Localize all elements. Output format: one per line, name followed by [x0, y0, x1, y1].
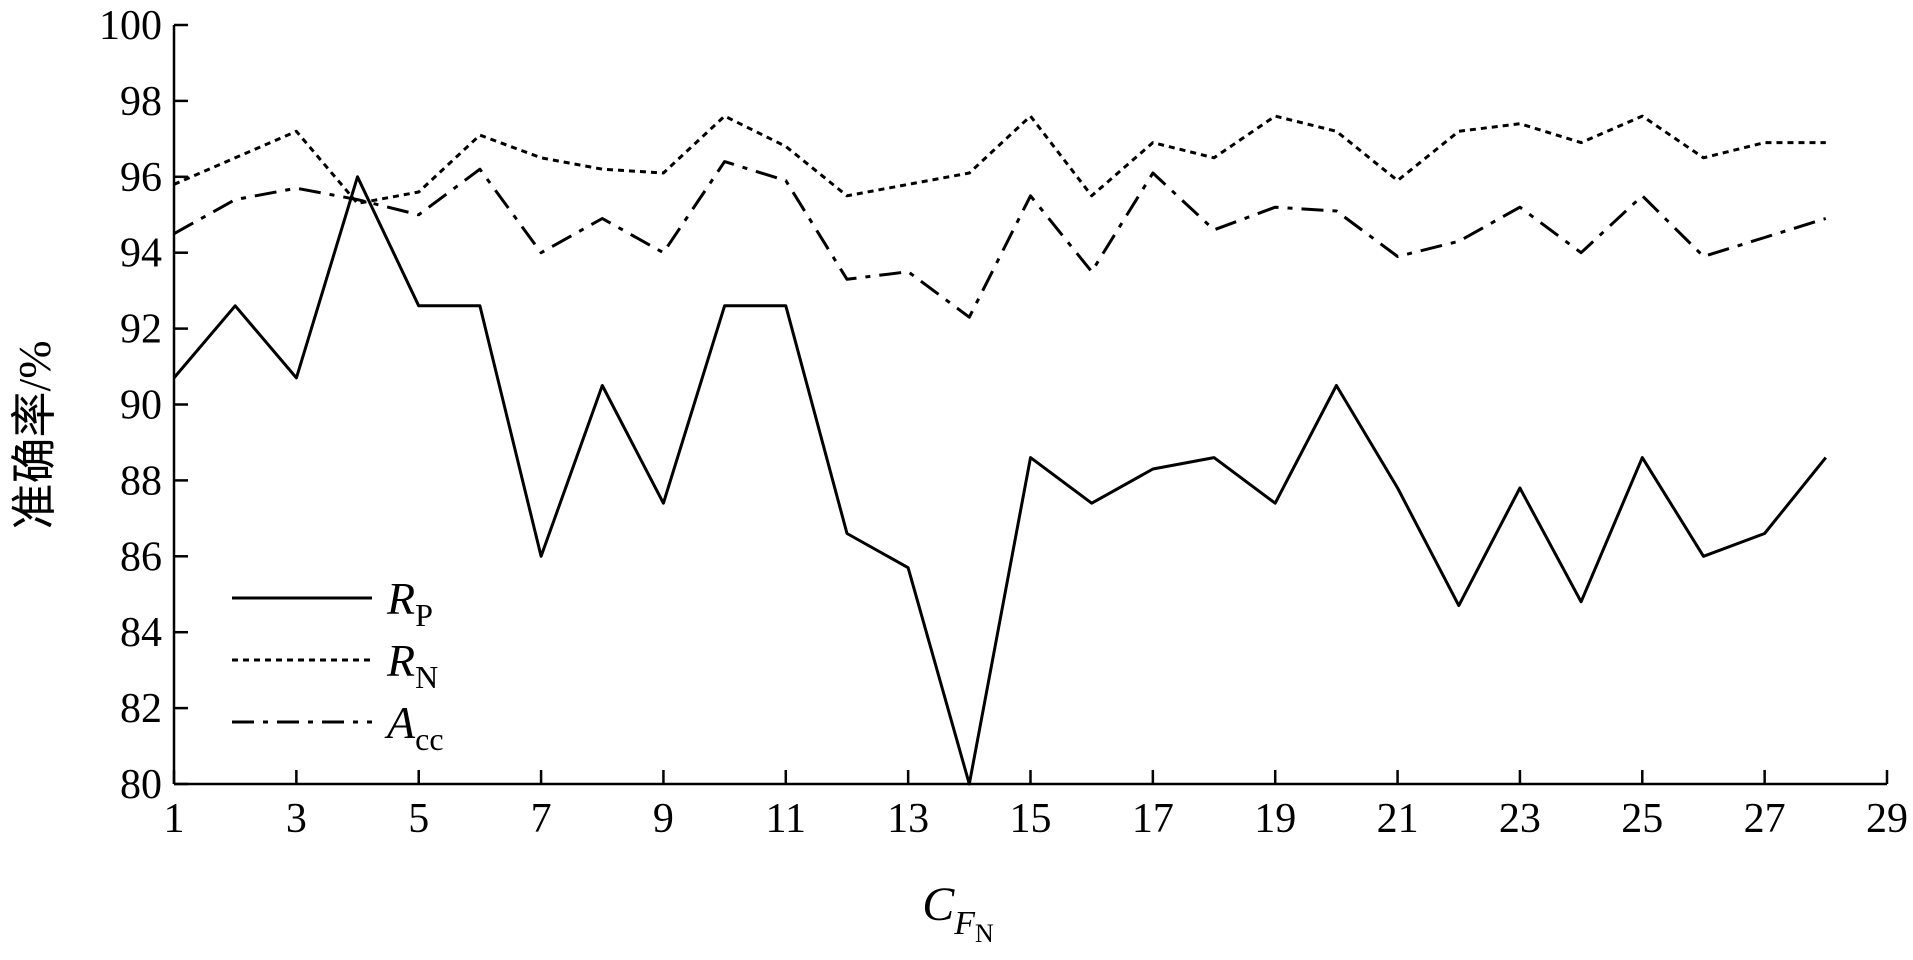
x-tick-label: 1 — [164, 796, 185, 842]
y-tick-label: 96 — [120, 155, 162, 201]
x-tick-label: 25 — [1621, 796, 1663, 842]
x-axis-title-main: C — [922, 878, 955, 931]
y-tick-label: 90 — [120, 383, 162, 429]
y-tick-label: 82 — [120, 686, 162, 732]
y-tick-label: 88 — [120, 458, 162, 504]
y-tick-label: 98 — [120, 79, 162, 125]
x-tick-label: 13 — [887, 796, 929, 842]
series-line-rn — [173, 114, 1826, 205]
y-tick-label: 84 — [120, 610, 162, 656]
x-tick-label: 19 — [1254, 796, 1296, 842]
x-tick-label: 7 — [531, 796, 552, 842]
y-tick-label: 100 — [99, 3, 162, 49]
x-tick-label: 11 — [766, 796, 806, 842]
x-tick-label: 21 — [1377, 796, 1419, 842]
y-tick-label: 86 — [120, 534, 162, 580]
legend-label: RN — [386, 635, 438, 695]
series-lines — [172, 114, 1827, 786]
legend-label: Acc — [384, 697, 444, 757]
x-tick-label: 23 — [1499, 796, 1541, 842]
x-tick-label: 17 — [1132, 796, 1174, 842]
x-ticks: 1 3 5 7 9 11 13 15 17 19 21 23 25 27 29 — [164, 770, 1908, 842]
series-line-rp — [172, 175, 1827, 786]
y-ticks: 80 82 84 86 88 90 92 94 96 98 100 — [99, 3, 188, 808]
x-axis-title-subsub: N — [975, 919, 994, 948]
series-line-acc — [173, 160, 1827, 319]
x-tick-label: 3 — [286, 796, 307, 842]
x-tick-label: 29 — [1866, 796, 1908, 842]
legend-label: RP — [386, 573, 433, 633]
x-tick-label: 5 — [408, 796, 429, 842]
x-axis-title-sub: F — [953, 905, 976, 942]
x-tick-label: 15 — [1010, 796, 1052, 842]
y-tick-label: 92 — [120, 307, 162, 353]
x-tick-label: 9 — [653, 796, 674, 842]
y-tick-label: 94 — [120, 231, 162, 277]
x-tick-label: 27 — [1744, 796, 1786, 842]
y-axis-title: 准确率/% — [9, 340, 60, 529]
y-tick-label: 80 — [120, 762, 162, 808]
x-axis-title: CFN — [922, 878, 994, 948]
